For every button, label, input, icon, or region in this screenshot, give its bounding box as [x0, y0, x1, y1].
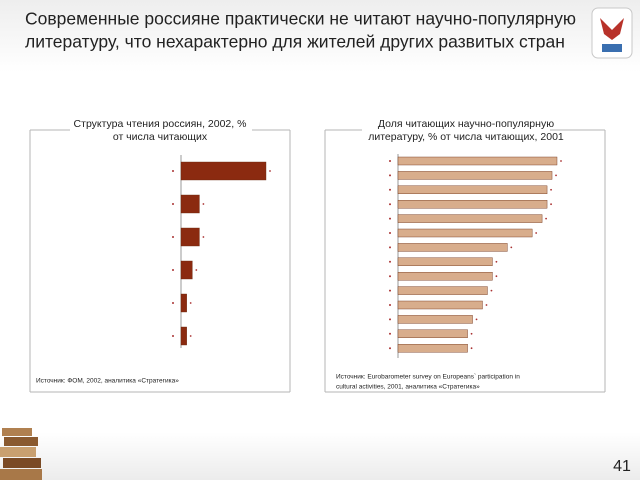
bar — [180, 194, 200, 214]
category-label-dot — [172, 269, 174, 271]
bar — [397, 257, 493, 266]
books-image — [0, 428, 42, 480]
value-label-dot — [189, 302, 192, 304]
category-label-dot — [389, 304, 391, 306]
bar — [397, 214, 543, 223]
value-label-dot — [470, 347, 473, 350]
bar — [180, 293, 187, 313]
value-label-dot — [485, 304, 488, 306]
page-number: 41 — [613, 458, 631, 475]
bar — [397, 228, 533, 238]
value-label-dot — [495, 260, 498, 263]
category-label-dot — [389, 289, 391, 292]
bar — [397, 272, 493, 281]
value-label-dot — [510, 246, 513, 249]
bar — [397, 171, 553, 180]
source-note: Источник: Eurobarometer survey on Europe… — [336, 374, 520, 381]
value-label-dot — [550, 203, 552, 206]
value-label-dot — [545, 217, 547, 220]
category-label-dot — [389, 246, 391, 249]
chart-title: Структура чтения россиян, 2002, % — [74, 118, 247, 130]
category-label-dot — [389, 318, 391, 321]
category-label-dot — [389, 203, 391, 206]
bar — [397, 315, 473, 324]
category-label-dot — [389, 160, 391, 162]
value-label-dot — [495, 275, 498, 278]
category-label-dot — [172, 302, 174, 304]
bar — [180, 260, 193, 280]
value-label-dot — [470, 332, 473, 335]
category-label-dot — [389, 188, 391, 191]
source-note: Источник: ФОМ, 2002, аналитика «Стратеги… — [36, 378, 179, 385]
slide-title: литературу, что нехарактерно для жителей… — [25, 32, 565, 52]
bar — [397, 156, 558, 166]
bar — [397, 344, 468, 353]
category-label-dot — [389, 217, 391, 220]
bar — [180, 326, 187, 346]
bar — [397, 329, 468, 338]
category-label-dot — [172, 203, 174, 205]
value-label-dot — [202, 203, 205, 205]
value-label-dot — [475, 318, 478, 321]
chart-title: от числа читающих — [113, 131, 208, 143]
chart-title: Доля читающих научно-популярную — [378, 118, 554, 130]
slide-title: Современные россияне практически не чита… — [25, 9, 576, 29]
category-label-dot — [389, 232, 391, 234]
value-label-dot — [490, 289, 493, 292]
category-label-dot — [389, 347, 391, 350]
bar — [397, 199, 548, 209]
bar — [397, 300, 483, 310]
value-label-dot — [189, 335, 192, 337]
source-note: cultural activities, 2001, аналитика «Ст… — [336, 384, 480, 391]
category-label-dot — [389, 332, 391, 335]
category-label-dot — [389, 174, 391, 177]
category-label-dot — [172, 170, 174, 172]
value-label-dot — [550, 188, 552, 191]
value-label-dot — [195, 269, 198, 271]
value-label-dot — [202, 236, 205, 238]
bar — [180, 161, 267, 181]
logo — [591, 7, 633, 59]
value-label-dot — [560, 160, 562, 162]
bar — [397, 286, 488, 295]
category-label-dot — [389, 275, 391, 278]
category-label-dot — [172, 236, 174, 238]
bar — [397, 243, 508, 252]
category-label-dot — [172, 335, 174, 337]
category-label-dot — [389, 260, 391, 263]
value-label-dot — [269, 170, 271, 172]
value-label-dot — [535, 232, 538, 234]
bar — [180, 227, 200, 247]
bar — [397, 185, 548, 195]
chart-title: литературу, % от числа читающих, 2001 — [368, 131, 564, 143]
value-label-dot — [555, 174, 557, 177]
